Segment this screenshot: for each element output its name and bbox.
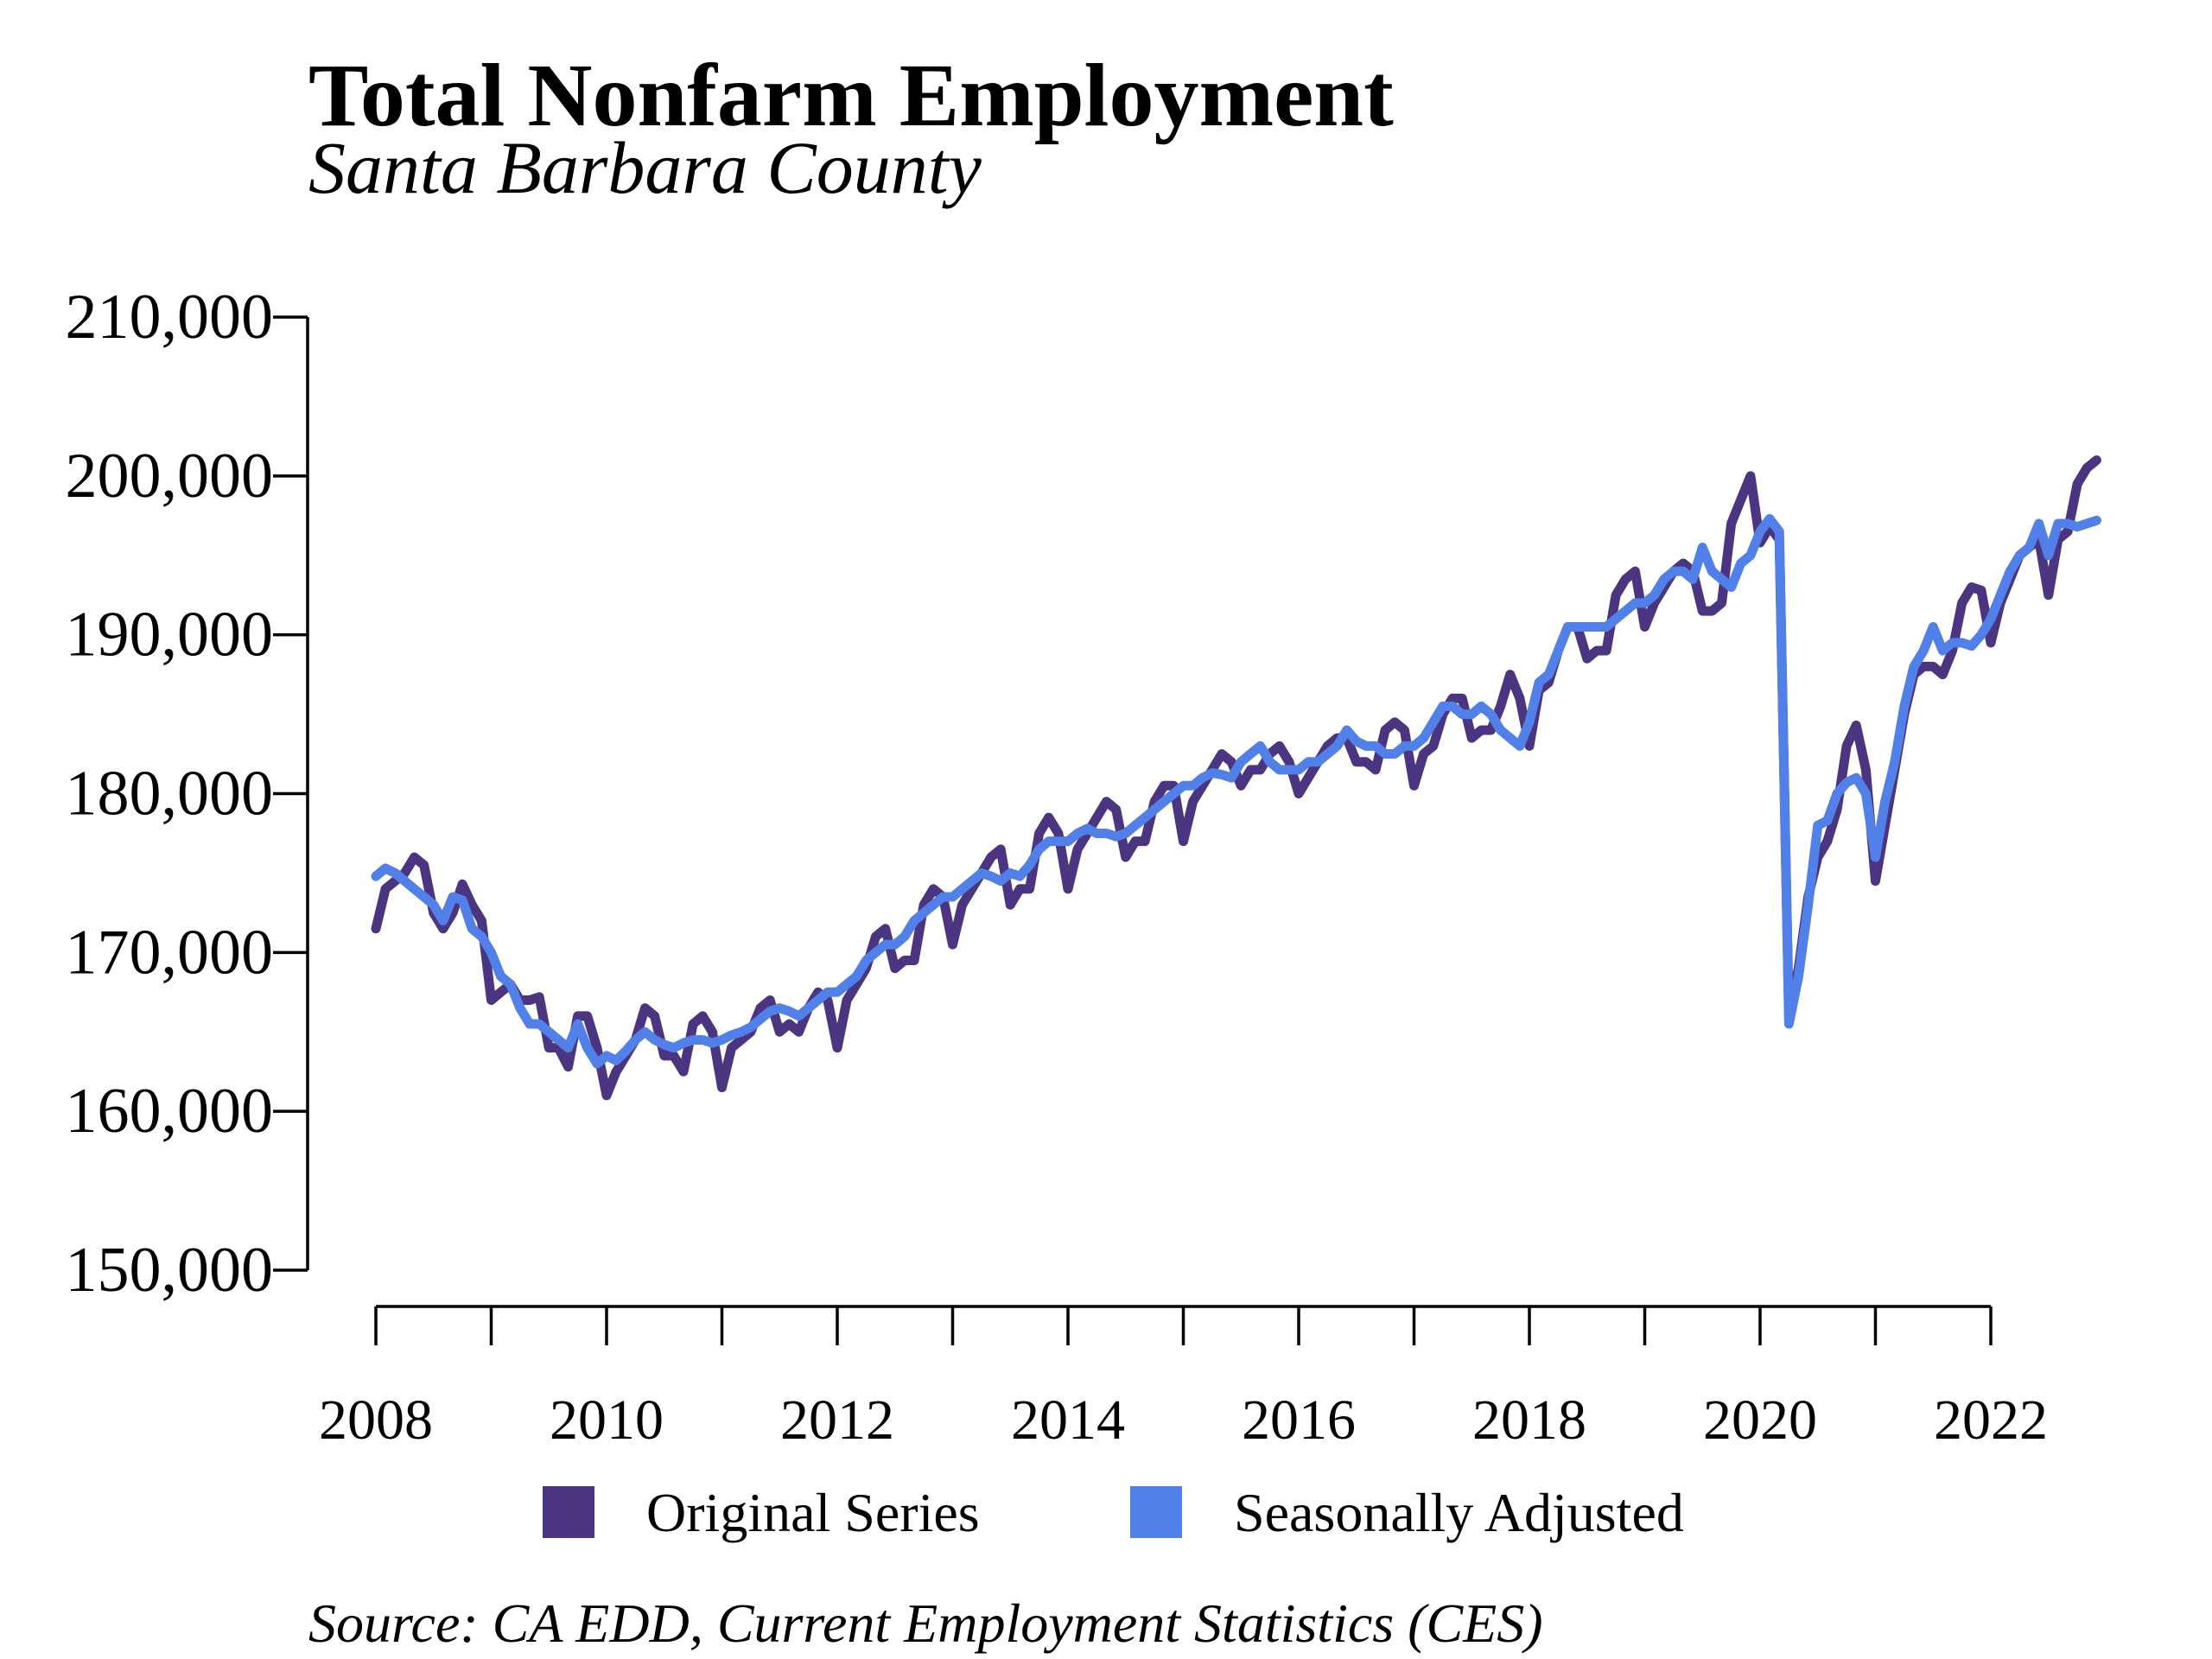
- x-tick-label: 2022: [1934, 1389, 2048, 1452]
- chart-subtitle: Santa Barbara County: [308, 126, 982, 209]
- chart-title: Total Nonfarm Employment: [308, 46, 1394, 145]
- x-tick-label: 2008: [319, 1389, 433, 1452]
- legend-swatch: [543, 1486, 594, 1538]
- x-tick-label: 2016: [1242, 1389, 1356, 1452]
- legend-label: Original Series: [646, 1482, 980, 1543]
- series-line: [371, 513, 2101, 1069]
- y-tick-label: 160,000: [66, 1076, 274, 1147]
- x-tick-label: 2020: [1703, 1389, 1817, 1452]
- x-tick-label: 2010: [550, 1389, 664, 1452]
- source-note: Source: CA EDD, Current Employment Stati…: [308, 1592, 1543, 1654]
- x-tick-label: 2014: [1011, 1389, 1125, 1452]
- y-tick-label: 190,000: [66, 600, 274, 671]
- x-tick-label: 2018: [1472, 1389, 1586, 1452]
- y-tick-label: 210,000: [66, 282, 274, 353]
- legend-swatch: [1130, 1486, 1182, 1538]
- y-tick-label: 180,000: [66, 759, 274, 830]
- y-tick-label: 170,000: [66, 917, 274, 988]
- y-tick-label: 200,000: [66, 441, 274, 512]
- y-tick-label: 150,000: [66, 1235, 274, 1306]
- legend-label: Seasonally Adjusted: [1234, 1482, 1684, 1543]
- x-tick-label: 2012: [780, 1389, 894, 1452]
